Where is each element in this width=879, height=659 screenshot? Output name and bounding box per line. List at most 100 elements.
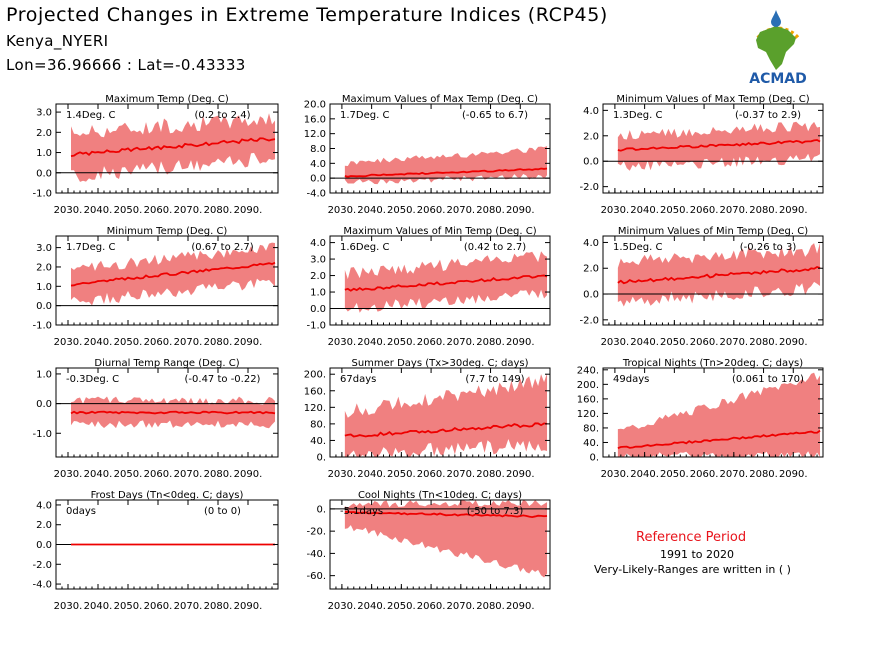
y-tick-label: 2.0 — [583, 264, 599, 275]
x-tick-label: 2060. — [690, 337, 719, 348]
y-tick-label: 200. — [304, 370, 326, 381]
chart-range: (-0.37 to 2.9) — [735, 110, 801, 121]
y-tick-label: 4.0 — [36, 500, 52, 511]
chart-value: 1.6Deg. C — [340, 242, 389, 253]
y-tick-label: -1.0 — [32, 189, 52, 200]
plot-frame — [602, 367, 824, 458]
x-tick-label: 2080. — [204, 601, 233, 612]
x-tick-label: 2050. — [114, 205, 143, 216]
y-tick-label: 120. — [304, 403, 326, 414]
x-tick-label: 2070. — [174, 601, 203, 612]
x-tick-label: 2090. — [506, 601, 535, 612]
x-tick-label: 2070. — [719, 205, 748, 216]
x-tick-label: 2080. — [204, 205, 233, 216]
chart-title: Diurnal Temp Range (Deg. C) — [94, 358, 239, 369]
x-tick-label: 2040. — [630, 469, 659, 480]
x-tick-label: 2040. — [84, 205, 113, 216]
y-tick-label: 240. — [577, 365, 599, 376]
page-title: Projected Changes in Extreme Temperature… — [6, 4, 608, 26]
x-tick-label: 2050. — [660, 337, 689, 348]
y-tick-label: -1.0 — [306, 321, 326, 332]
median-line — [617, 265, 821, 285]
x-tick-label: 2070. — [174, 337, 203, 348]
y-tick-label: 3.0 — [36, 108, 52, 119]
x-tick-label: 2040. — [84, 601, 113, 612]
y-tick-label: 1.0 — [310, 288, 326, 299]
x-tick-label: 2050. — [387, 337, 416, 348]
y-tick-label: 120. — [577, 409, 599, 420]
x-tick-label: 2040. — [357, 469, 386, 480]
chart-value: 1.5Deg. C — [613, 242, 662, 253]
chart-title: Maximum Values of Min Temp (Deg. C) — [343, 226, 536, 237]
chart-value: 67days — [340, 374, 376, 385]
x-tick-label: 2080. — [749, 337, 778, 348]
africa-map-icon — [756, 26, 796, 70]
y-tick-label: 0.0 — [583, 157, 599, 168]
chart-range: (7.7 to 149) — [465, 374, 524, 385]
x-tick-label: 2060. — [417, 205, 446, 216]
chart-panel: 2030. 2040. 2050. 2060. 2070. 2080. 2090. 4.0 2.… — [579, 226, 824, 348]
chart-panel: 2030. 2040. 2050. 2060. 2070. 2080. 2090. 20.0 1… — [304, 94, 551, 216]
chart-range: (0.67 to 2.7) — [191, 242, 253, 253]
x-tick-label: 2090. — [234, 601, 263, 612]
y-tick-label: 0. — [589, 453, 599, 464]
y-tick-label: 0.0 — [36, 540, 52, 551]
x-tick-label: 2070. — [446, 205, 475, 216]
x-tick-label: 2030. — [328, 337, 357, 348]
x-tick-label: 2090. — [779, 337, 808, 348]
chart-range: (0.42 to 2.7) — [464, 242, 526, 253]
y-tick-label: 3.0 — [36, 243, 52, 254]
x-tick-label: 2060. — [144, 205, 173, 216]
chart-panel: 2030. 2040. 2050. 2060. 2070. 2080. 2090. 0. -20… — [306, 490, 551, 612]
x-tick-label: 2060. — [417, 337, 446, 348]
median-line — [344, 274, 548, 292]
location-label: Kenya_NYERI — [6, 32, 109, 50]
chart-panel: 2030. 2040. 2050. 2060. 2070. 2080. 2090. 3.0 2.… — [32, 226, 279, 348]
x-tick-label: 2080. — [476, 337, 505, 348]
x-tick-label: 2060. — [144, 469, 173, 480]
x-tick-label: 2050. — [660, 469, 689, 480]
x-tick-label: 2080. — [204, 469, 233, 480]
x-tick-label: 2030. — [328, 601, 357, 612]
x-tick-label: 2090. — [779, 469, 808, 480]
x-tick-label: 2080. — [749, 469, 778, 480]
y-tick-label: -40. — [306, 549, 326, 560]
median-line — [344, 167, 548, 178]
y-tick-label: 0.0 — [310, 174, 326, 185]
chart-title: Summer Days (Tx>30deg. C; days) — [351, 358, 528, 369]
chart-value: 1.4Deg. C — [66, 110, 115, 121]
x-tick-label: 2030. — [54, 469, 83, 480]
chart-title: Maximum Temp (Deg. C) — [105, 94, 229, 105]
y-tick-label: 2.0 — [36, 520, 52, 531]
x-tick-label: 2040. — [357, 205, 386, 216]
x-tick-label: 2050. — [387, 469, 416, 480]
chart-value: 49days — [613, 374, 649, 385]
range-band — [344, 251, 548, 313]
y-tick-label: 8.0 — [310, 144, 326, 155]
x-tick-label: 2040. — [630, 205, 659, 216]
x-tick-label: 2030. — [54, 205, 83, 216]
y-tick-label: 40. — [583, 438, 599, 449]
y-tick-label: 0.0 — [36, 168, 52, 179]
chart-value: 1.7Deg. C — [66, 242, 115, 253]
y-tick-label: 1.0 — [36, 282, 52, 293]
x-tick-label: 2090. — [506, 337, 535, 348]
x-tick-label: 2070. — [174, 469, 203, 480]
median-line — [70, 261, 276, 287]
y-tick-label: -2.0 — [32, 560, 52, 571]
x-tick-label: 2070. — [446, 337, 475, 348]
x-tick-label: 2030. — [328, 469, 357, 480]
plot-frame — [55, 103, 279, 194]
median-line — [617, 429, 821, 450]
chart-value: -5.1days — [340, 506, 383, 517]
y-tick-label: 80. — [583, 423, 599, 434]
x-tick-label: 2040. — [357, 601, 386, 612]
chart-panel: 2030. 2040. 2050. 2060. 2070. 2080. 2090. 4.0 2.… — [32, 490, 279, 612]
x-tick-label: 2040. — [630, 337, 659, 348]
x-tick-label: 2080. — [476, 469, 505, 480]
y-tick-label: -60. — [306, 571, 326, 582]
x-tick-label: 2050. — [387, 601, 416, 612]
chart-value: 0days — [66, 506, 96, 517]
x-tick-label: 2060. — [144, 601, 173, 612]
